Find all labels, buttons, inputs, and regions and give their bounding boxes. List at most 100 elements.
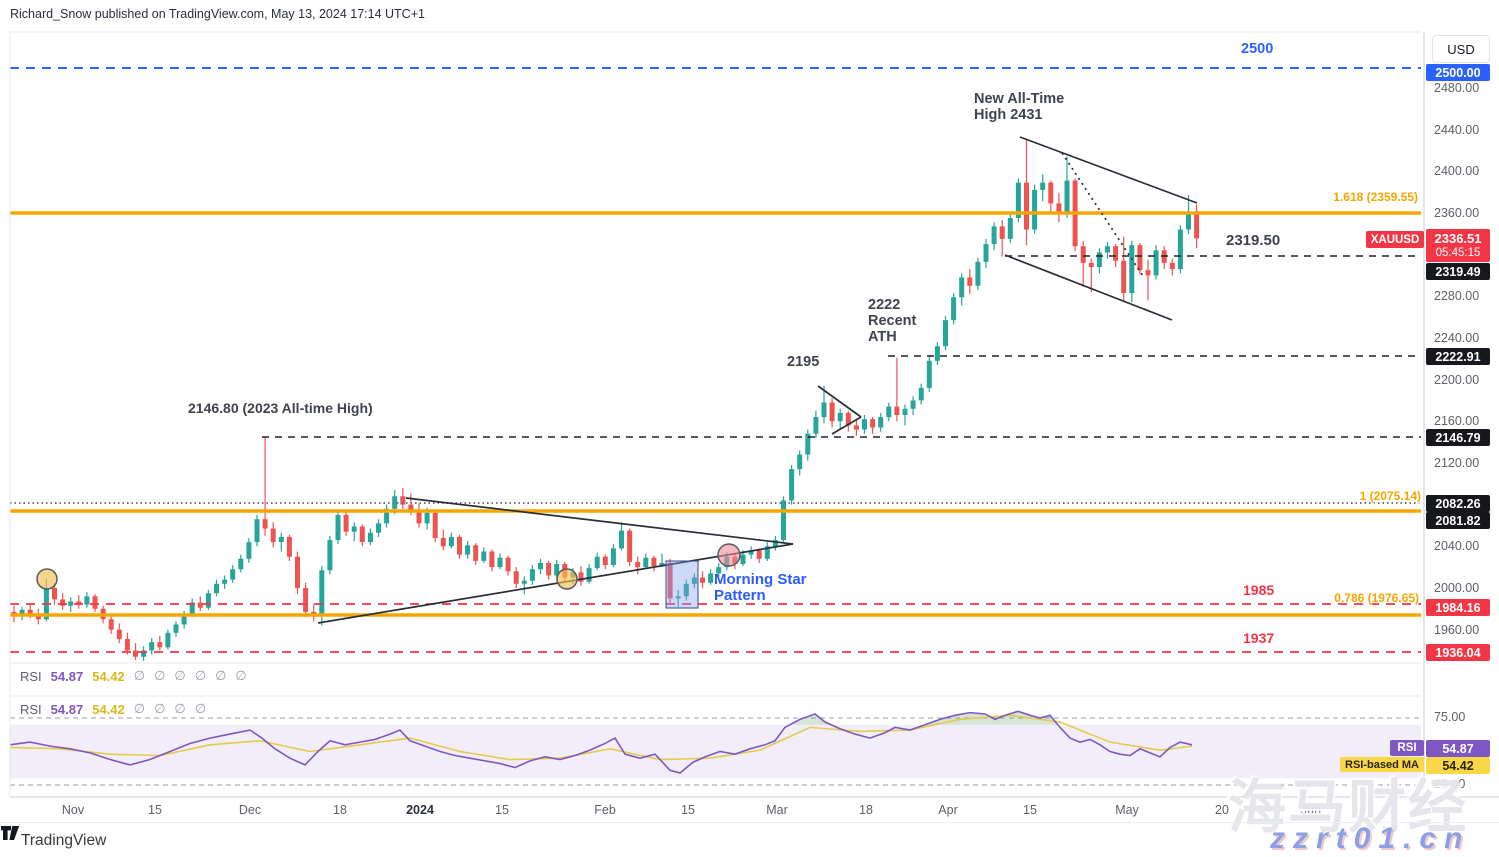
candle-body	[845, 412, 851, 426]
candle-body	[529, 569, 535, 581]
time-tick-label: Apr	[938, 803, 958, 817]
candle-body	[489, 551, 495, 568]
candle-body	[934, 346, 940, 361]
candle-body	[1056, 203, 1062, 214]
candle-body	[400, 496, 406, 505]
candle-body	[84, 596, 90, 605]
trendline	[1019, 136, 1198, 204]
candle-body	[189, 602, 195, 615]
rsi-legend-row-1[interactable]: RSI 54.87 54.42 ∅∅∅∅∅∅	[20, 668, 256, 684]
candle-body	[999, 226, 1005, 239]
candle-body	[505, 557, 511, 572]
candle-body	[440, 537, 446, 547]
rsi-legend-name: RSI	[20, 701, 42, 717]
candle-body	[870, 419, 876, 428]
price-level-badge: 1936.04	[1426, 644, 1490, 661]
candle-body	[521, 580, 527, 584]
highlight-circle	[556, 568, 578, 590]
rsi-overbought-area	[790, 713, 831, 725]
candle-body	[1080, 246, 1086, 263]
price-tick-label: 2040.00	[1434, 539, 1480, 553]
candle-body	[853, 425, 859, 430]
candle-body	[52, 587, 57, 600]
candle-body	[367, 532, 373, 543]
candle-body	[432, 512, 438, 538]
time-tick-label: 15	[148, 803, 162, 817]
candle-body	[1153, 250, 1159, 276]
price-tick-label: 2160.00	[1434, 414, 1480, 428]
byline: Richard_Snow published on TradingView.co…	[10, 7, 425, 21]
candle-body	[1145, 270, 1151, 276]
candle-body	[141, 650, 147, 657]
candle-body	[554, 563, 560, 576]
candle-body	[708, 573, 714, 583]
candle-body	[295, 556, 300, 588]
annotation-new-ath: New All-Time High 2431	[974, 91, 1065, 123]
candle-body	[116, 629, 122, 640]
price-tick-label: 2440.00	[1434, 123, 1480, 137]
trendline	[831, 416, 862, 435]
price-tick-label: 2000.00	[1434, 581, 1480, 595]
candle-body	[278, 536, 284, 543]
candle-body	[594, 556, 600, 569]
candle-body	[157, 642, 163, 648]
currency-unit-button[interactable]: USD	[1432, 35, 1490, 63]
price-level-badge: 2500.00	[1426, 64, 1490, 81]
tradingview-logo-icon	[1, 826, 20, 840]
price-level-badge: 54.87	[1426, 740, 1490, 757]
candle-body	[343, 515, 349, 532]
candle-body	[975, 261, 981, 286]
time-tick-label: May	[1115, 803, 1139, 817]
candle-body	[635, 561, 641, 568]
candle-body	[894, 406, 900, 415]
candle-body	[68, 601, 74, 606]
time-tick-label: 20	[1215, 803, 1229, 817]
price-tick-label: 2400.00	[1434, 164, 1480, 178]
price-tick-label: 1960.00	[1434, 623, 1480, 637]
candle-body	[918, 387, 924, 401]
candle-body	[716, 567, 722, 574]
candle-body	[448, 536, 454, 547]
candle-body	[335, 515, 341, 541]
price-level-badge: 2222.91	[1426, 348, 1490, 365]
candle-body	[772, 540, 778, 547]
price-level-badge: 1984.16	[1426, 599, 1490, 616]
candle-body	[578, 572, 584, 582]
rsi-ma-line	[9, 714, 1193, 761]
candle-body	[546, 562, 552, 576]
candle-body	[230, 569, 236, 580]
candle-body	[1129, 245, 1135, 294]
highlight-circle	[717, 543, 741, 567]
time-tick-label: 18	[859, 803, 873, 817]
candle-body	[943, 320, 948, 347]
candle-body	[262, 519, 268, 529]
candle-body	[813, 417, 819, 434]
candle-body	[214, 583, 219, 594]
price-tick-label: 25.00	[1434, 777, 1466, 791]
price-tick-label: 2280.00	[1434, 289, 1480, 303]
hidden-values: ∅∅∅∅∅∅	[133, 668, 256, 683]
level-label-1937: 1937	[1243, 630, 1275, 646]
fib-label-1: 1 (2075.14)	[1359, 489, 1421, 503]
candle-body	[1137, 245, 1143, 271]
candle-body	[1007, 218, 1013, 239]
time-tick-label: Jun	[1300, 803, 1322, 817]
trendline	[1004, 254, 1173, 321]
rsi-value: 54.87	[50, 701, 84, 717]
annotation-morning-star: Morning Star Pattern	[714, 571, 807, 604]
morning-star-highlight-box	[665, 560, 699, 609]
candle-body	[610, 548, 616, 566]
rsi-chip: RSI	[1390, 740, 1424, 756]
candle-body	[789, 469, 795, 501]
last-price: 2336.51	[1434, 230, 1482, 246]
rsi-legend-row-2[interactable]: RSI 54.87 54.42 ∅∅∅∅	[20, 701, 215, 717]
candle-body	[1032, 189, 1038, 230]
candle-body	[124, 639, 130, 651]
tradingview-brand-label: TradingView	[21, 831, 107, 849]
price-level-badge: 54.42	[1426, 757, 1490, 774]
candle-body	[1015, 182, 1021, 219]
candle-body	[481, 551, 487, 561]
annotation-2195: 2195	[787, 354, 820, 370]
candle-body	[286, 536, 292, 557]
